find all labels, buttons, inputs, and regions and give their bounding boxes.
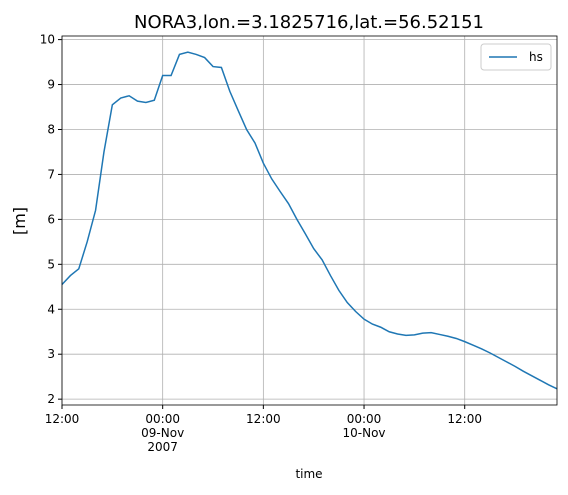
y-tick-label: 3 (47, 347, 55, 361)
y-tick-label: 9 (47, 78, 55, 92)
y-tick-label: 8 (47, 122, 55, 136)
y-tick-label: 4 (47, 302, 55, 316)
legend-label: hs (529, 50, 543, 64)
y-tick-label: 5 (47, 257, 55, 271)
y-axis-label: [m] (10, 207, 29, 235)
x-axis-label: time (295, 467, 322, 481)
chart-title: NORA3,lon.=3.1825716,lat.=56.52151 (134, 12, 484, 33)
x-tick-label: 12:00 (45, 412, 80, 426)
x-tick-label: 00:00 10-Nov (343, 412, 386, 440)
line (61, 51, 558, 390)
y-tick-label: 6 (47, 212, 55, 226)
y-tick-label: 2 (47, 392, 55, 406)
x-tick-label: 12:00 (246, 412, 281, 426)
x-tick-label: 00:00 09-Nov 2007 (141, 412, 184, 454)
y-tick-label: 10 (40, 33, 55, 47)
x-tick-label: 12:00 (447, 412, 482, 426)
y-tick-label: 7 (47, 167, 55, 181)
plot-frame (61, 35, 558, 406)
